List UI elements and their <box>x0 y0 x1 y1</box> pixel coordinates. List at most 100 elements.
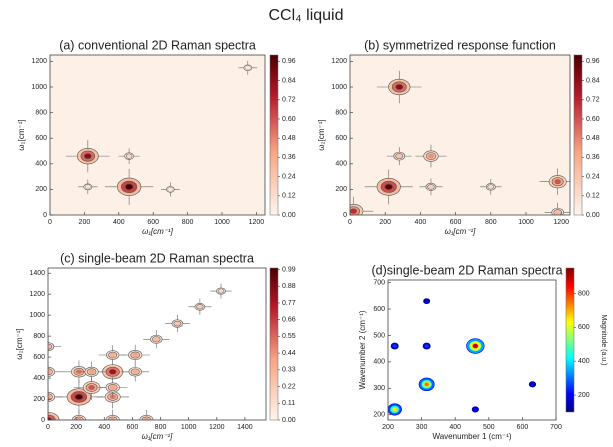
colorbar-tick-label: 0.12 <box>586 193 600 200</box>
y-tick-label: 500 <box>373 332 385 339</box>
panel-title: (b) symmetrized response function <box>364 38 556 52</box>
peak <box>167 187 174 192</box>
colorbar-tick-label: 0.55 <box>282 333 296 340</box>
x-tick-label: 200 <box>382 424 394 431</box>
x-tick-label: 1200 <box>209 424 225 431</box>
peak <box>153 337 160 342</box>
colorbar <box>565 267 575 413</box>
y-tick-label: 600 <box>33 354 45 361</box>
peak <box>109 385 116 390</box>
y-axis-label: ω₂[cm⁻¹] <box>17 119 26 150</box>
peak <box>473 344 478 348</box>
peak <box>424 299 429 303</box>
colorbar-tick-label: 400 <box>578 358 590 365</box>
x-tick-label: 400 <box>449 424 461 431</box>
x-tick-label: 800 <box>182 219 194 226</box>
y-tick-label: 800 <box>335 109 347 116</box>
x-tick-label: 800 <box>485 219 497 226</box>
x-tick-label: 500 <box>483 424 495 431</box>
colorbar-tick-label: 0.48 <box>282 135 296 142</box>
colorbar <box>573 54 583 216</box>
x-tick-label: 800 <box>155 424 167 431</box>
peak <box>396 85 403 89</box>
y-tick-label: 0 <box>43 212 47 219</box>
panel-title: (d)single-beam 2D Raman spectra <box>371 263 562 277</box>
colorbar-tick-label: 0.48 <box>586 135 600 142</box>
y-tick-label: 400 <box>35 161 47 168</box>
x-axis-label: ω₁[cm⁻¹] <box>445 227 477 236</box>
x-tick-label: 1000 <box>518 219 534 226</box>
x-tick-label: 1400 <box>237 424 253 431</box>
peaks <box>66 60 258 205</box>
y-tick-label: 300 <box>373 385 385 392</box>
x-tick-label: 700 <box>550 424 562 431</box>
colorbar-tick-label: 0.36 <box>586 154 600 161</box>
x-axis-label: ω₁[cm⁻¹] <box>142 227 174 236</box>
colorbar-tick-label: 0.84 <box>282 77 296 84</box>
panel-title: (a) conventional 2D Raman spectra <box>59 38 256 52</box>
peak <box>424 382 429 387</box>
contour-arm <box>64 409 94 420</box>
peak <box>132 369 138 374</box>
y-tick-label: 200 <box>335 186 347 193</box>
x-tick-label: 400 <box>113 219 125 226</box>
y-axis-label: ω₂[cm⁻¹] <box>317 119 326 150</box>
colorbar-tick-label: 0.96 <box>282 58 296 65</box>
peak <box>554 210 561 215</box>
peak <box>488 184 494 189</box>
y-tick-label: 1200 <box>29 291 45 298</box>
peak <box>218 289 224 293</box>
plot-area <box>50 55 265 215</box>
x-tick-label: 400 <box>415 219 427 226</box>
peak <box>126 154 132 159</box>
colorbar-tick-label: 0.96 <box>586 58 600 65</box>
colorbar-tick-label: 0.24 <box>586 173 600 180</box>
colorbar-tick-label: 0.36 <box>282 154 296 161</box>
peak <box>392 344 397 348</box>
colorbar <box>269 267 279 421</box>
colorbar-tick-label: 0.22 <box>282 383 296 390</box>
x-tick-label: 0 <box>46 424 50 431</box>
y-tick-label: 1200 <box>31 58 47 65</box>
x-axis-label: Wavenumber 1 (cm⁻¹) <box>432 432 511 441</box>
peak <box>85 154 91 159</box>
x-tick-label: 200 <box>79 219 91 226</box>
y-tick-label: 600 <box>35 135 47 142</box>
peaks <box>388 298 537 416</box>
y-axis-label: Wavenumber 2 (cm⁻¹) <box>358 310 367 389</box>
colorbar-tick-label: 800 <box>578 290 590 297</box>
x-tick-label: 600 <box>450 219 462 226</box>
peak <box>396 154 403 159</box>
peak <box>385 184 392 189</box>
x-tick-label: 1000 <box>214 219 230 226</box>
peak <box>88 369 95 374</box>
colorbar <box>269 54 279 216</box>
peak <box>109 418 116 420</box>
colorbar-tick-label: 0.60 <box>586 116 600 123</box>
peak <box>392 407 397 412</box>
plot-frame <box>349 54 571 216</box>
x-tick-label: 300 <box>416 424 428 431</box>
peak <box>109 369 116 374</box>
peak <box>76 395 82 399</box>
colorbar-label: Magnitude (a.u.) <box>600 315 607 366</box>
peak <box>428 154 434 159</box>
colorbar-tick-label: 0.84 <box>586 77 600 84</box>
peak <box>76 418 82 420</box>
y-tick-label: 1000 <box>29 312 45 319</box>
peak <box>48 395 51 399</box>
plot-frame <box>49 54 266 216</box>
y-tick-label: 400 <box>33 375 45 382</box>
x-tick-label: 600 <box>127 424 139 431</box>
colorbar-tick-label: 0.77 <box>282 300 296 307</box>
y-tick-label: 0 <box>41 417 45 424</box>
y-tick-label: 200 <box>33 396 45 403</box>
contour-arm <box>48 361 63 383</box>
x-tick-label: 0 <box>48 219 52 226</box>
colorbar-tick-label: 0.12 <box>282 193 296 200</box>
colorbar-tick-label: 0.00 <box>282 417 296 424</box>
peak <box>554 179 561 184</box>
y-tick-label: 800 <box>33 333 45 340</box>
peak <box>197 304 203 309</box>
figure-title: CCl₄ liquid <box>269 7 344 24</box>
